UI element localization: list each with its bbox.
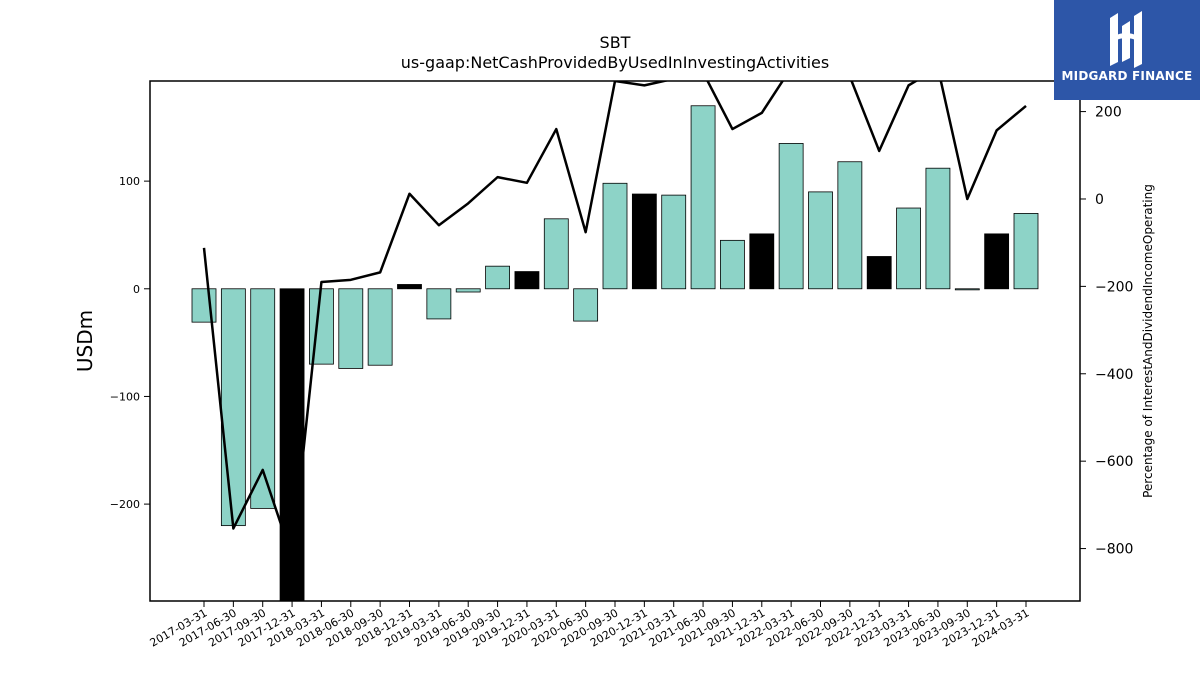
y-axis-label: USDm bbox=[73, 310, 97, 372]
y2-tick-label: 0 bbox=[1095, 192, 1104, 208]
bar-2023-03-31 bbox=[896, 207, 921, 290]
y2-tick-label: −800 bbox=[1095, 542, 1133, 558]
bar-2021-03-31 bbox=[661, 194, 687, 290]
bar-2022-12-31 bbox=[866, 256, 892, 290]
bar-2022-06-30 bbox=[808, 191, 833, 290]
logo-text: MIDGARD FINANCE bbox=[1061, 69, 1193, 83]
bar-2017-12-31 bbox=[279, 288, 305, 601]
y2-tick-label: −600 bbox=[1095, 454, 1133, 470]
y-tick-label: 0 bbox=[133, 283, 140, 296]
y-tick-label: 100 bbox=[119, 175, 140, 188]
x-axis: 2017-03-312017-06-302017-09-302017-12-31… bbox=[148, 601, 1032, 650]
bar-2022-03-31 bbox=[778, 143, 804, 290]
bar-2017-09-30 bbox=[250, 288, 276, 509]
bar-2020-12-31 bbox=[631, 193, 657, 290]
bar-2020-06-30 bbox=[573, 288, 599, 322]
bar-2024-03-31 bbox=[1013, 213, 1039, 290]
bar-2023-12-31 bbox=[984, 233, 1010, 290]
chart-subtitle: us-gaap:NetCashProvidedByUsedInInvesting… bbox=[401, 53, 829, 72]
bar-2020-09-30 bbox=[602, 182, 628, 290]
logo-mark-icon bbox=[1110, 11, 1142, 68]
bar-2017-03-31 bbox=[191, 288, 217, 323]
bar-2023-06-30 bbox=[925, 167, 951, 290]
line-series bbox=[202, 81, 1027, 559]
bar-2017-06-30 bbox=[220, 288, 246, 527]
bar-2022-09-30 bbox=[837, 161, 863, 290]
y2-axis-label: Percentage of InterestAndDividendIncomeO… bbox=[1141, 184, 1155, 498]
bar-2019-09-30 bbox=[485, 265, 510, 290]
bar-2018-12-31 bbox=[397, 284, 422, 290]
bar-2021-12-31 bbox=[749, 233, 775, 290]
bar-2018-06-30 bbox=[338, 288, 364, 369]
chart-title: SBT bbox=[600, 33, 631, 52]
bar-2020-03-31 bbox=[543, 218, 569, 290]
bar-2019-12-31 bbox=[514, 271, 540, 290]
bar-2018-09-30 bbox=[367, 288, 393, 366]
bar-2021-09-30 bbox=[720, 239, 745, 290]
right-axis: −800 −600 −400 −200 0 200 bbox=[1080, 105, 1133, 558]
bar-series bbox=[191, 105, 1039, 601]
y2-tick-label: −400 bbox=[1095, 367, 1133, 383]
bar-2019-06-30 bbox=[455, 288, 481, 293]
y2-tick-label: −200 bbox=[1095, 279, 1133, 295]
y2-tick-label: 200 bbox=[1095, 105, 1122, 121]
bar-2019-03-31 bbox=[426, 288, 452, 320]
y-tick-label: −200 bbox=[110, 498, 140, 511]
bar-2021-06-30 bbox=[690, 105, 716, 290]
left-axis: −200 −100 0 100 bbox=[110, 175, 150, 511]
midgard-finance-logo: MIDGARD FINANCE bbox=[1054, 0, 1200, 100]
line-series-path bbox=[202, 81, 1027, 559]
y-tick-label: −100 bbox=[110, 390, 140, 403]
bar-2023-09-30 bbox=[954, 288, 980, 291]
